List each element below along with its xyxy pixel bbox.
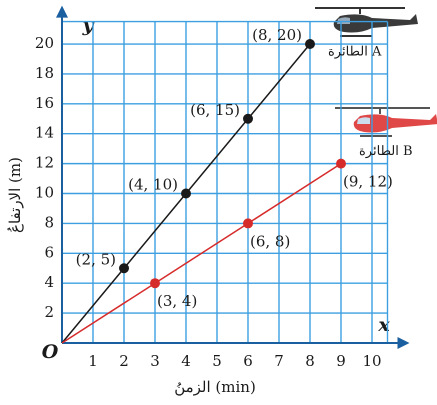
x-tick-label: 7 [274, 352, 284, 370]
point-label: (2, 5) [76, 250, 116, 268]
x-tick-label: 5 [212, 352, 222, 370]
legend-label: الطائرة B [359, 144, 413, 159]
point-label: (6, 15) [190, 101, 240, 119]
point-label: (9, 12) [343, 173, 393, 191]
point-label: (3, 4) [157, 292, 197, 310]
data-point [119, 263, 129, 273]
y-tick-label: 6 [44, 243, 54, 261]
data-point [243, 218, 253, 228]
y-tick-label: 10 [35, 184, 54, 202]
y-tick-label: 14 [35, 124, 54, 142]
point-label: (8, 20) [252, 26, 302, 44]
x-tick-label: 3 [150, 352, 160, 370]
y-tick-label: 4 [44, 273, 54, 291]
y-tick-label: 16 [35, 94, 54, 112]
x-tick-label: 10 [362, 352, 381, 370]
y-tick-label: 18 [35, 64, 54, 82]
origin-label: O [42, 341, 59, 363]
helicopter-icon [335, 108, 437, 136]
x-axis-title: الزمنُ (min) [174, 378, 256, 396]
x-tick-label: 8 [305, 352, 315, 370]
chart: O x y الزمنُ (min) الارتفاعُ (m) 1234567… [0, 0, 437, 405]
point-label: (6, 8) [250, 232, 290, 250]
x-tick-label: 6 [243, 352, 253, 370]
x-tick-label: 4 [181, 352, 191, 370]
x-tick-label: 9 [336, 352, 346, 370]
y-tick-label: 8 [44, 213, 54, 231]
y-axis-arrow [56, 6, 68, 18]
y-tick-label: 20 [35, 34, 54, 52]
data-point [305, 39, 315, 49]
x-axis-letter: x [377, 314, 390, 336]
legend-label: الطائرة A [328, 45, 382, 60]
data-point [150, 278, 160, 288]
y-tick-label: 2 [44, 303, 54, 321]
data-point [243, 114, 253, 124]
data-point [181, 189, 191, 199]
point-label: (4, 10) [128, 176, 178, 194]
y-axis-title: الارتفاعُ (m) [6, 157, 24, 233]
data-point [336, 159, 346, 169]
x-axis-arrow [398, 337, 410, 349]
y-tick-label: 12 [35, 154, 54, 172]
x-tick-label: 1 [88, 352, 98, 370]
x-tick-label: 2 [119, 352, 129, 370]
